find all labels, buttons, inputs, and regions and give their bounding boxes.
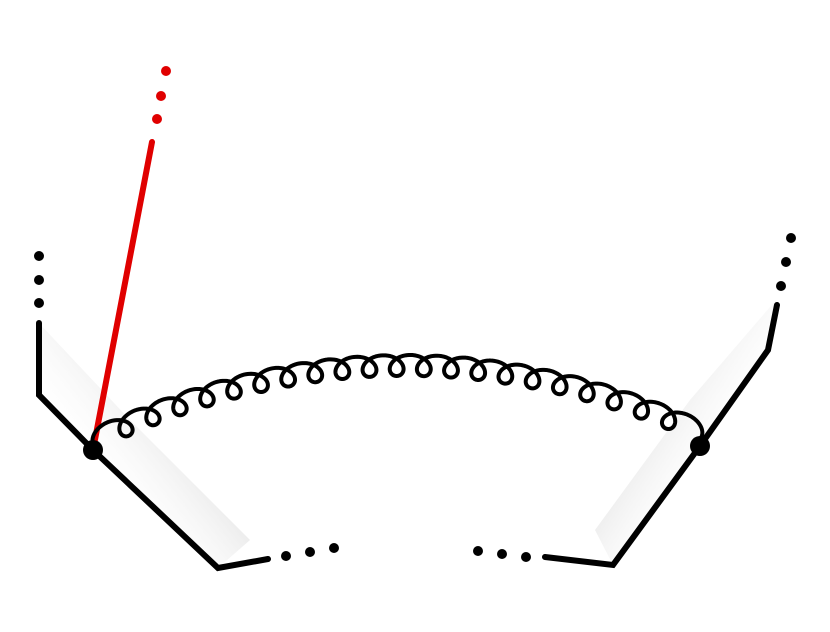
right-line-bottom-dots xyxy=(473,546,531,562)
left-line-top-dots xyxy=(34,251,44,308)
right-shade xyxy=(595,300,776,565)
left-vertex xyxy=(83,440,103,460)
red-line-dots xyxy=(152,66,171,124)
gluon-exchange xyxy=(90,352,705,451)
left-line-bottom-dots xyxy=(281,543,339,561)
right-line-top-dots xyxy=(776,233,796,291)
left-shade xyxy=(38,322,250,568)
red-emitted-line xyxy=(90,139,155,453)
right-vertex xyxy=(690,436,710,456)
